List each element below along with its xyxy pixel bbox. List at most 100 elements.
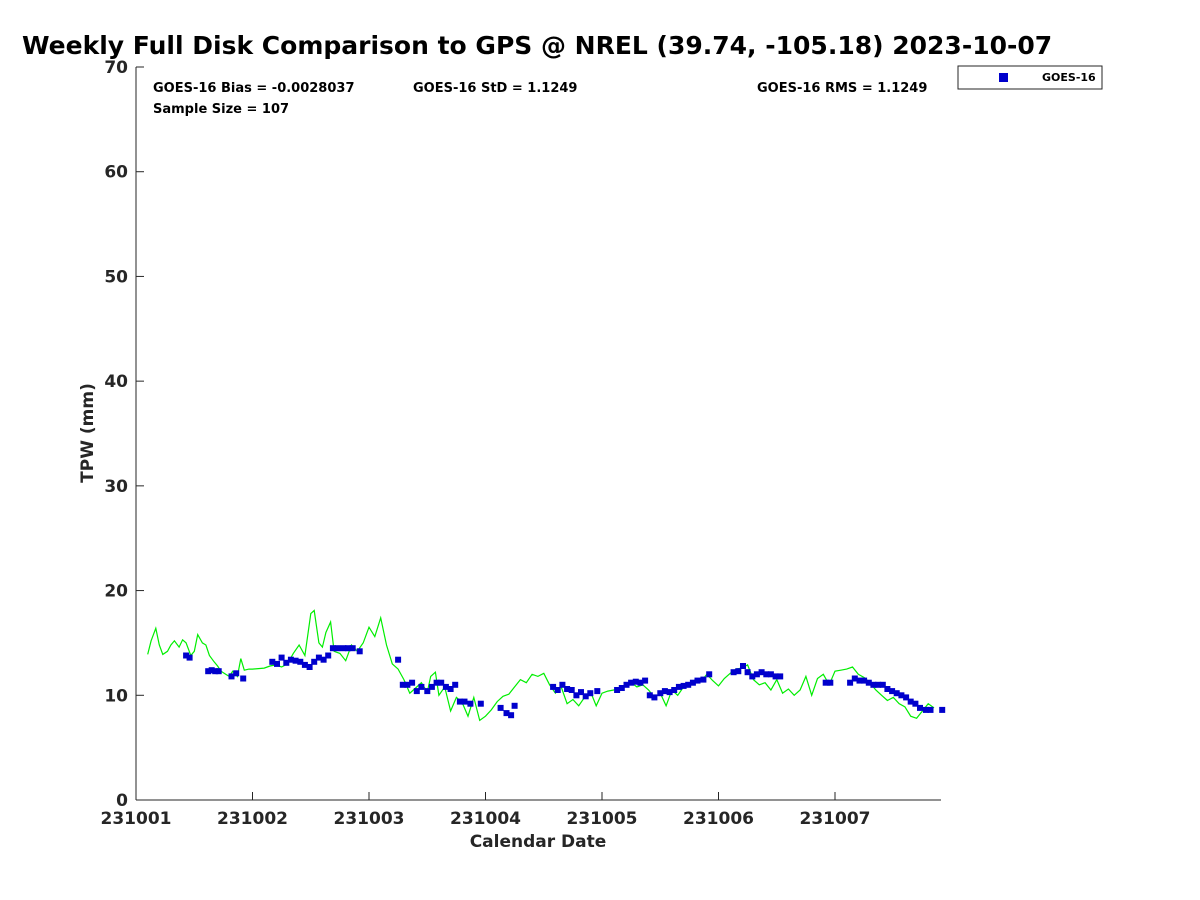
goes-point: [315, 654, 322, 661]
legend-box: [957, 65, 1103, 90]
goes-point: [497, 704, 504, 711]
goes-point: [827, 679, 834, 686]
goes-point: [292, 657, 299, 664]
goes-point: [409, 679, 416, 686]
goes-point: [297, 658, 304, 665]
x-tick-label: 231001: [101, 809, 172, 829]
goes-point: [311, 658, 318, 665]
goes-point: [564, 686, 571, 692]
goes-point: [349, 645, 356, 652]
goes-point: [503, 710, 510, 717]
goes-point: [438, 679, 445, 686]
goes-point: [433, 679, 440, 686]
x-ticks: 231001 231002 231003 231004 231005 231006 2310…: [101, 792, 871, 829]
x-tick-label: 231006: [683, 809, 754, 829]
goes-point: [671, 687, 678, 693]
goes-point: [404, 681, 411, 688]
goes-point: [939, 706, 946, 713]
goes-point: [614, 687, 621, 693]
goes-point: [907, 698, 914, 705]
goes-point: [274, 660, 280, 667]
goes-point: [822, 679, 829, 686]
goes-point: [301, 661, 308, 668]
goes-point: [356, 648, 363, 655]
goes-point: [865, 679, 872, 686]
goes-point: [228, 673, 235, 680]
goes-point: [399, 681, 406, 688]
goes-point: [689, 679, 696, 686]
goes-point: [395, 656, 402, 663]
goes-point: [735, 668, 742, 675]
goes-point: [772, 673, 779, 680]
goes-point: [903, 694, 910, 701]
goes-point: [442, 683, 449, 690]
goes-point: [511, 702, 518, 709]
goes-point: [680, 682, 687, 689]
goes-point: [456, 698, 463, 705]
goes-point: [183, 652, 190, 659]
goes-point: [694, 677, 701, 684]
goes-point: [508, 712, 515, 719]
goes-point: [740, 663, 746, 669]
y-tick-label: 70: [104, 58, 128, 78]
goes-point: [578, 689, 584, 696]
stat-bias: GOES-16 Bias = -0.0028037: [153, 81, 355, 96]
gps-series-line: [147, 609, 935, 722]
goes-point: [898, 692, 905, 699]
goes-point: [573, 692, 580, 699]
stats-annotations: GOES-16 Bias = -0.0028037 GOES-16 StD = …: [153, 81, 927, 117]
goes-point: [879, 681, 886, 688]
goes-point: [666, 689, 673, 696]
goes-point: [205, 668, 212, 675]
y-axis-label: TPW (mm): [78, 383, 98, 483]
goes-point: [632, 678, 639, 685]
goes-point: [467, 700, 474, 707]
goes-point: [418, 683, 425, 690]
goes-point: [287, 656, 294, 663]
y-tick-label: 40: [104, 372, 128, 392]
goes-point: [477, 700, 484, 707]
goes-point: [637, 679, 644, 686]
x-tick-label: 231004: [450, 809, 521, 829]
y-tick-label: 50: [104, 267, 128, 287]
goes-point: [642, 677, 649, 684]
goes-point: [927, 706, 934, 713]
goes-point: [870, 681, 877, 688]
goes-point: [334, 645, 341, 652]
y-ticks: 0 10 20 30 40 50 60 70: [104, 58, 144, 811]
legend-marker-goes: [999, 73, 1008, 82]
x-axis-label: Calendar Date: [470, 832, 607, 852]
goes-point: [646, 692, 653, 699]
goes-point: [657, 690, 664, 697]
y-tick-label: 30: [104, 477, 128, 497]
goes-point: [550, 683, 557, 690]
x-tick-label: 231003: [334, 809, 405, 829]
goes-point: [233, 670, 240, 677]
legend-label-goes: GOES-16: [1042, 71, 1096, 84]
goes-point: [186, 654, 193, 661]
legend: GOES-16: [957, 65, 1103, 90]
goes-point: [283, 659, 290, 666]
goes-point: [777, 673, 784, 680]
x-tick-label: 231007: [800, 809, 871, 829]
goes-point: [661, 688, 668, 695]
goes-point: [753, 671, 760, 678]
stat-std: GOES-16 StD = 1.1249: [413, 81, 577, 96]
goes-point: [730, 669, 737, 676]
goes-point: [345, 645, 351, 652]
goes-point: [306, 664, 313, 670]
goes-point: [587, 690, 594, 697]
goes-point: [554, 687, 561, 693]
goes-point: [651, 694, 658, 701]
chart-title: Weekly Full Disk Comparison to GPS @ NRE…: [22, 31, 1052, 60]
goes-point: [861, 677, 868, 684]
x-tick-label: 231005: [567, 809, 638, 829]
goes-point: [856, 677, 863, 684]
goes-point: [452, 681, 459, 688]
goes-point: [325, 652, 332, 659]
goes-point: [212, 668, 219, 675]
y-tick-label: 60: [104, 163, 128, 183]
goes-point: [413, 688, 420, 695]
goes-point: [706, 671, 713, 678]
